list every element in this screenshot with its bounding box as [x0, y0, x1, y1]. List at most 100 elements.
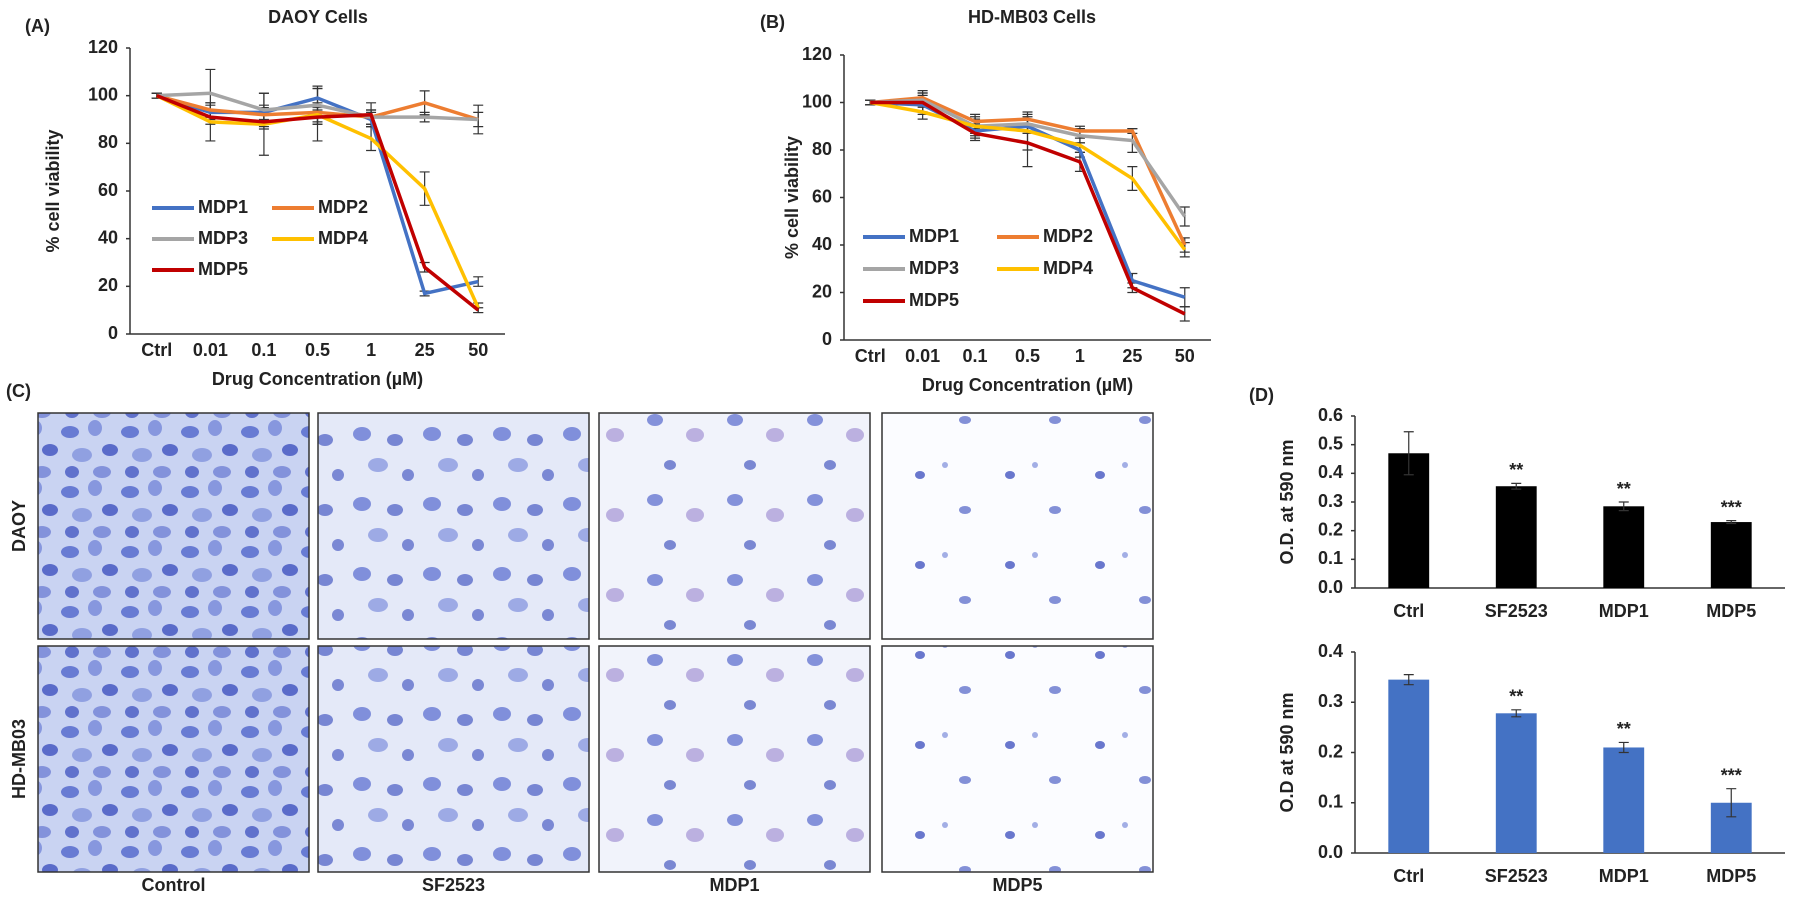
y-tick-label: 0.6 [1318, 405, 1343, 425]
x-tick-label: 25 [415, 340, 435, 360]
series-line [870, 100, 1186, 316]
y-tick-label: 20 [812, 281, 832, 301]
bar [1603, 506, 1645, 588]
series-line [870, 95, 1187, 246]
y-axis-label: % cell viability [782, 136, 802, 259]
y-axis-label: O.D. at 590 nm [1277, 439, 1297, 564]
x-axis-label: Drug Concentration (µM) [922, 375, 1133, 395]
error-bar [1511, 482, 1522, 490]
series-line [870, 100, 1186, 299]
y-tick-label: 80 [98, 132, 118, 152]
bar [1388, 453, 1430, 588]
y-tick-label: 0.0 [1318, 842, 1343, 862]
error-bar [1618, 741, 1629, 754]
y-tick-label: 0.1 [1318, 792, 1343, 812]
significance-label: ** [1617, 719, 1631, 739]
error-bar [1179, 206, 1190, 227]
legend-label: MDP4 [318, 228, 368, 248]
significance-label: *** [1721, 497, 1742, 517]
micrograph [598, 645, 871, 873]
y-tick-label: 0.1 [1318, 548, 1343, 568]
panel-label: (C) [6, 381, 31, 401]
y-tick-label: 0.3 [1318, 491, 1343, 511]
panel-label: (D) [1249, 385, 1274, 405]
significance-label: *** [1721, 765, 1742, 785]
y-tick-label: 0 [822, 329, 832, 349]
error-bar [1511, 709, 1522, 718]
micrograph [598, 412, 871, 640]
column-label: Control [142, 875, 206, 895]
x-tick-label: 0.5 [305, 340, 330, 360]
x-tick-label: 1 [366, 340, 376, 360]
micrograph [881, 645, 1154, 873]
error-bar [1179, 306, 1190, 322]
series-line [869, 100, 1187, 251]
x-tick-label: SF2523 [1485, 866, 1548, 886]
micrograph [37, 645, 310, 873]
chart-title: HD-MB03 Cells [968, 7, 1096, 27]
x-tick-label: MDP5 [1706, 601, 1756, 621]
x-tick-label: 0.01 [193, 340, 228, 360]
series-line [156, 94, 480, 312]
significance-label: ** [1617, 479, 1631, 499]
x-tick-label: 50 [1175, 346, 1195, 366]
x-tick-label: MDP5 [1706, 866, 1756, 886]
x-tick-label: Ctrl [855, 346, 886, 366]
x-tick-label: Ctrl [141, 340, 172, 360]
y-tick-label: 40 [812, 234, 832, 254]
legend-label: MDP2 [1043, 226, 1093, 246]
micrograph [37, 412, 310, 640]
y-tick-label: 0 [108, 323, 118, 343]
x-axis-label: Drug Concentration (µM) [212, 369, 423, 389]
y-tick-label: 100 [88, 84, 118, 104]
legend-label: MDP2 [318, 197, 368, 217]
column-label: MDP1 [709, 875, 759, 895]
x-tick-label: SF2523 [1485, 601, 1548, 621]
y-tick-label: 80 [812, 139, 832, 159]
x-tick-label: 0.1 [251, 340, 276, 360]
x-tick-label: 50 [468, 340, 488, 360]
series-line [156, 94, 480, 309]
bar [1495, 713, 1537, 853]
micrograph [317, 412, 590, 640]
row-label: HD-MB03 [9, 719, 29, 799]
series-line [156, 93, 479, 122]
y-tick-label: 20 [98, 275, 118, 295]
x-tick-label: 0.01 [905, 346, 940, 366]
x-tick-label: Ctrl [1393, 866, 1424, 886]
y-axis-label: O.D at 590 nm [1277, 692, 1297, 812]
series-line [156, 91, 479, 122]
y-tick-label: 0.4 [1318, 462, 1343, 482]
error-bar [1726, 788, 1737, 818]
y-tick-label: 120 [88, 37, 118, 57]
micrograph [317, 645, 590, 873]
y-tick-label: 60 [812, 186, 832, 206]
column-label: MDP5 [992, 875, 1042, 895]
row-label: DAOY [9, 500, 29, 552]
micrograph [881, 412, 1154, 640]
x-tick-label: 1 [1075, 346, 1085, 366]
x-tick-label: 25 [1122, 346, 1142, 366]
bar [1710, 522, 1752, 588]
x-tick-label: Ctrl [1393, 601, 1424, 621]
panel-label: (A) [25, 16, 50, 36]
bar [1603, 747, 1645, 853]
y-tick-label: 0.0 [1318, 577, 1343, 597]
y-tick-label: 0.3 [1318, 691, 1343, 711]
legend-label: MDP4 [1043, 258, 1093, 278]
legend-label: MDP5 [198, 259, 248, 279]
bar [1388, 679, 1430, 853]
error-bar [1403, 674, 1414, 686]
chart-title: DAOY Cells [268, 7, 368, 27]
error-bar [1618, 501, 1629, 512]
x-tick-label: MDP1 [1599, 866, 1649, 886]
y-tick-label: 0.2 [1318, 741, 1343, 761]
bar [1495, 486, 1537, 588]
significance-label: ** [1509, 460, 1523, 480]
error-bar [1726, 520, 1737, 525]
series-line [870, 98, 1187, 218]
legend-label: MDP1 [198, 197, 248, 217]
x-tick-label: MDP1 [1599, 601, 1649, 621]
series-line [156, 93, 479, 296]
